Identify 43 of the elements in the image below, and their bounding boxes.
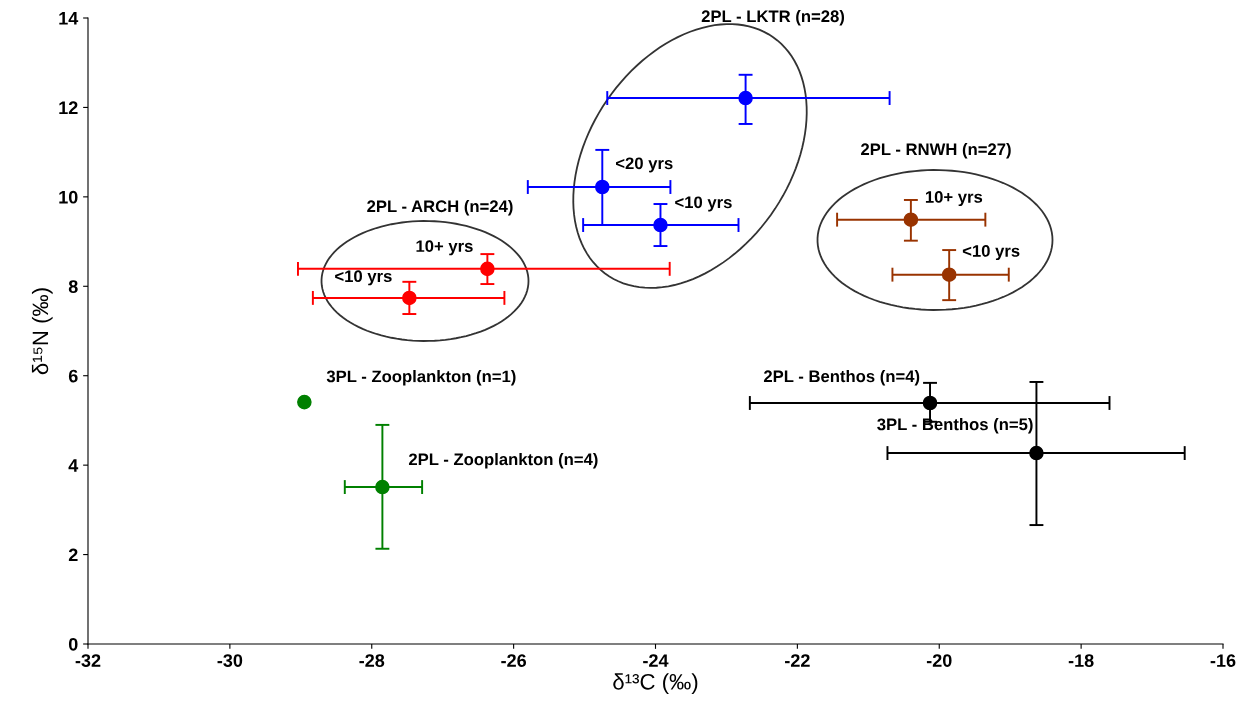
- annotation: 3PL - Benthos (n=5): [877, 417, 1033, 434]
- y-tick-label: 2: [68, 548, 78, 562]
- x-tick-label: -20: [926, 654, 952, 667]
- point: [595, 179, 610, 195]
- annotation: 2PL - ARCH (n=24): [367, 199, 513, 216]
- x-axis-title: δ¹³C (‰): [613, 673, 698, 695]
- annotation: <10 yrs: [335, 270, 392, 286]
- point: [738, 90, 753, 106]
- y-tick-label: 6: [68, 369, 78, 383]
- y-tick-label: 4: [68, 459, 79, 472]
- point: [480, 261, 495, 277]
- x-tick-label: -22: [785, 654, 810, 667]
- y-tick-label: 14: [59, 12, 79, 25]
- point: [1029, 445, 1044, 461]
- point: [402, 290, 417, 306]
- annotation: 2PL - LKTR (n=28): [701, 9, 845, 26]
- point: [922, 395, 938, 411]
- annotation: <20 yrs: [616, 157, 673, 173]
- annotation: 2PL - Zooplankton (n=4): [408, 452, 598, 469]
- annotation: 3PL - Zooplankton (n=1): [326, 370, 516, 386]
- y-axis-title: δ¹⁵N (‰): [31, 288, 53, 375]
- y-tick-label: 10: [59, 190, 78, 204]
- annotation: 2PL - RNWH (n=27): [861, 142, 1011, 159]
- point: [903, 212, 919, 227]
- x-tick-label: -24: [643, 654, 669, 667]
- point: [653, 217, 668, 233]
- point: [375, 479, 390, 495]
- y-tick-label: 0: [68, 637, 78, 651]
- x-tick-label: -26: [501, 654, 527, 667]
- point: [941, 267, 957, 282]
- annotation: 10+ yrs: [416, 240, 473, 256]
- y-tick-label: 12: [59, 101, 78, 114]
- annotation: <10 yrs: [962, 245, 1020, 261]
- annotation: <10 yrs: [675, 196, 732, 212]
- x-tick-label: -30: [217, 654, 243, 668]
- x-tick-label: -16: [1210, 654, 1236, 667]
- x-tick-label: -28: [359, 654, 385, 667]
- y-tick-label: 8: [68, 280, 78, 294]
- point: [297, 394, 312, 410]
- x-tick-label: -18: [1068, 654, 1094, 667]
- x-tick-label: -32: [75, 654, 101, 668]
- annotation: 2PL - Benthos (n=4): [763, 369, 920, 386]
- annotation: 10+ yrs: [925, 191, 983, 207]
